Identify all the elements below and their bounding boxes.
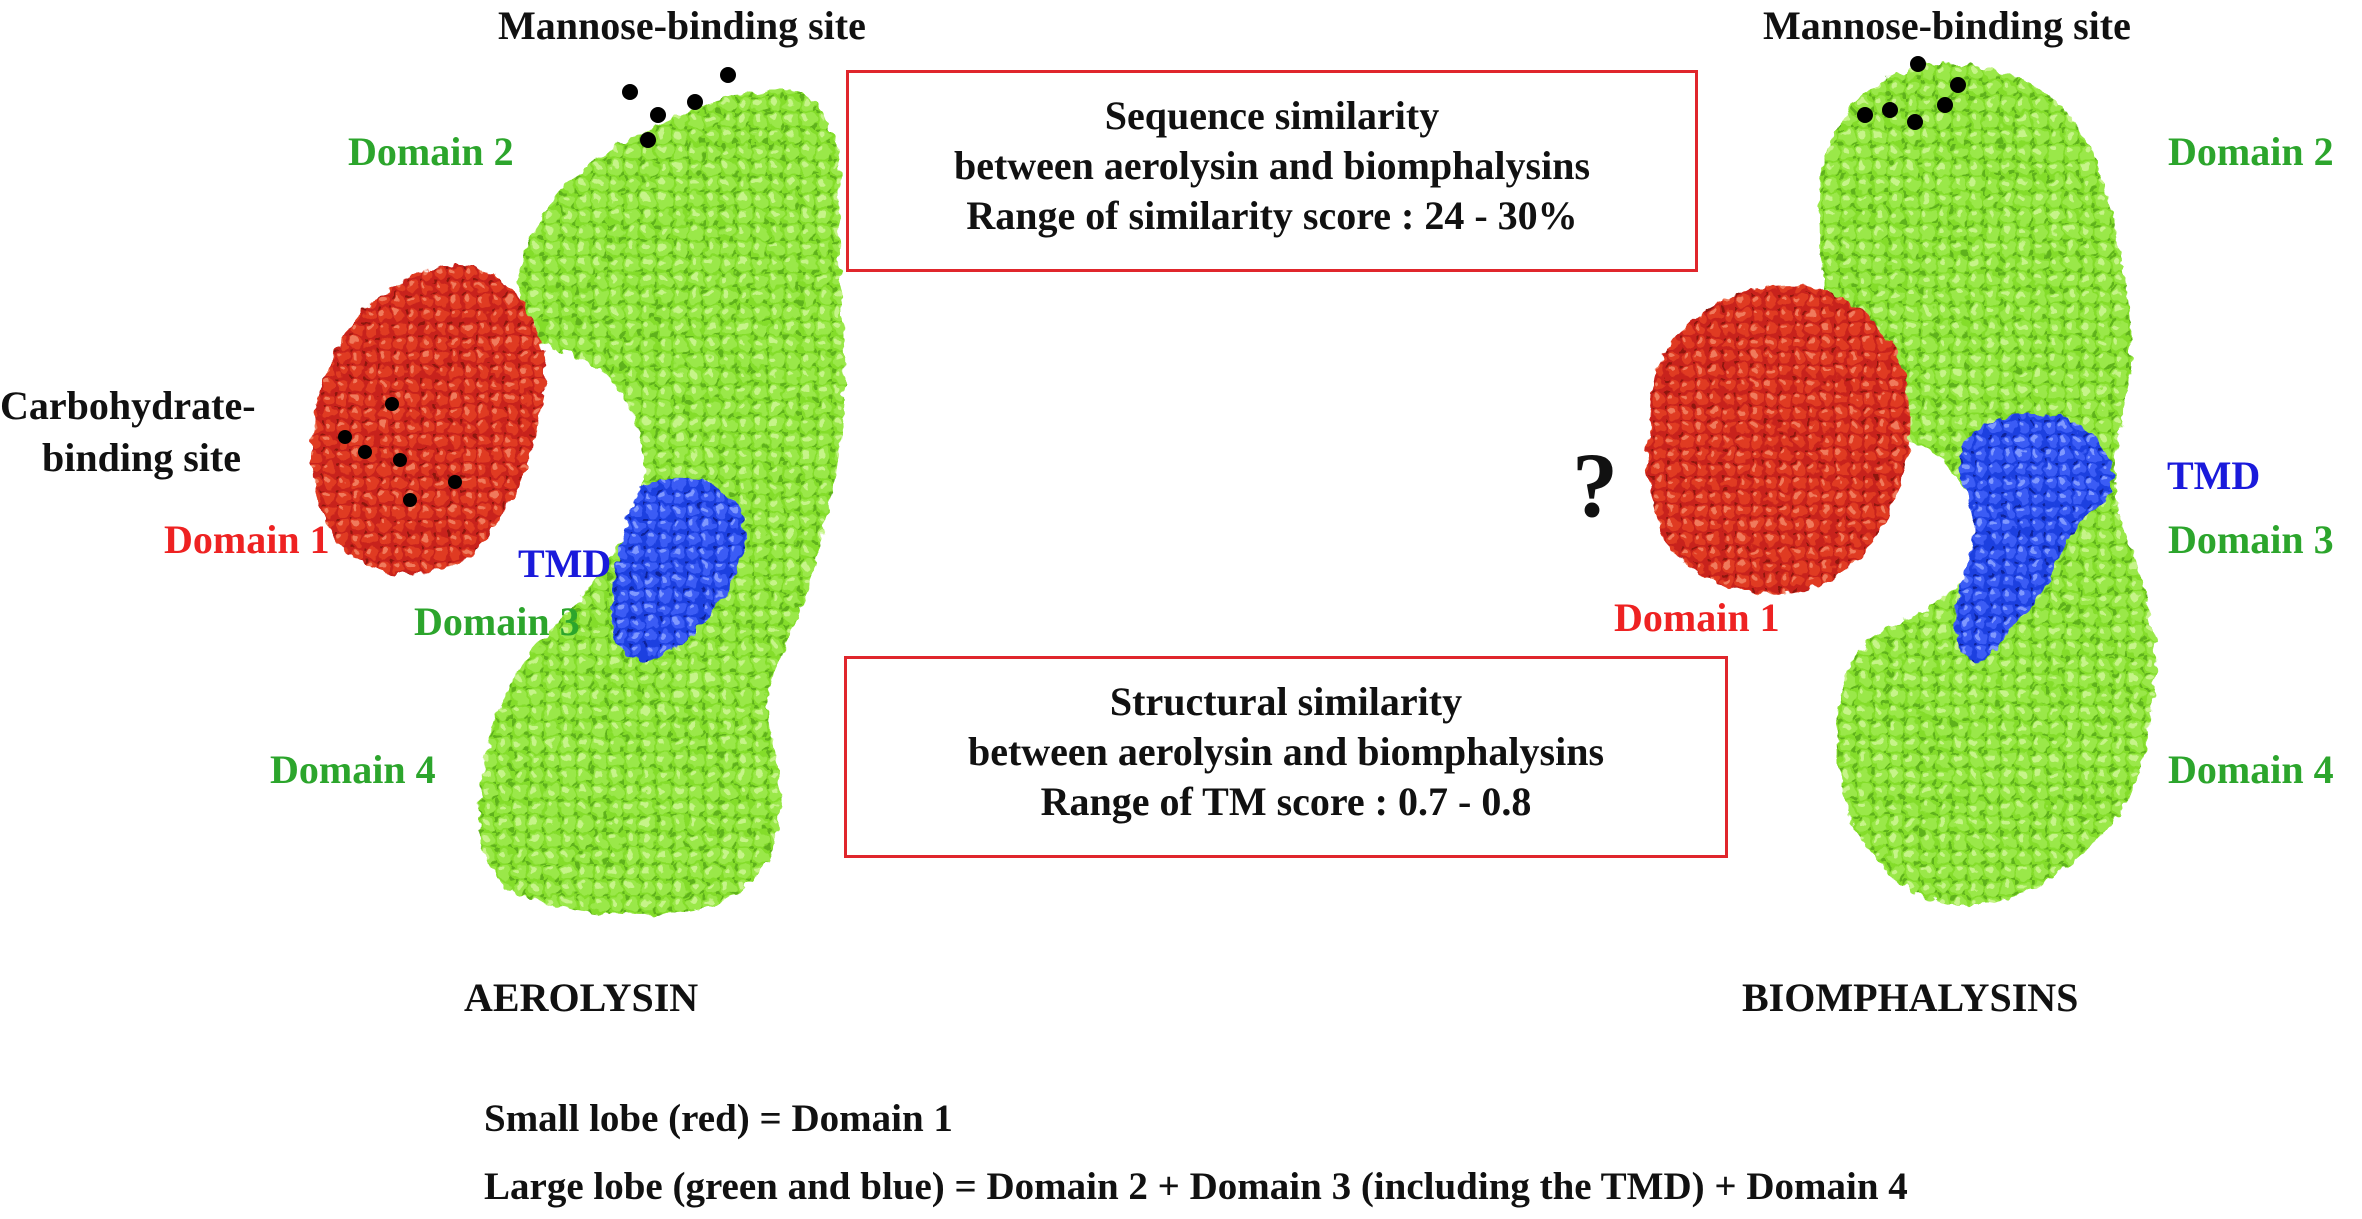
biomphalysins-domain3-label: Domain 3 bbox=[2168, 517, 2334, 562]
mannose-site-dot bbox=[720, 67, 736, 83]
biomphalysins-domain4-label: Domain 4 bbox=[2168, 747, 2334, 792]
carb-site-dot bbox=[358, 445, 372, 459]
mannose-site-dot bbox=[687, 94, 703, 110]
biomphalysins-tmd-label: TMD bbox=[2167, 453, 2261, 498]
mannose-site-dot bbox=[650, 107, 666, 123]
biomphalysins-tmd bbox=[1954, 413, 2113, 661]
biomphalysins-binding-dots bbox=[1857, 56, 1966, 130]
structural-similarity-box: Structural similarity between aerolysin … bbox=[844, 656, 1728, 858]
mannose-site-dot bbox=[1910, 56, 1926, 72]
aerolysin-domain1-label: Domain 1 bbox=[164, 517, 330, 562]
legend-small-lobe: Small lobe (red) = Domain 1 bbox=[484, 1097, 953, 1140]
carb-site-dot bbox=[403, 493, 417, 507]
structure-box-line2: between aerolysin and biomphalysins bbox=[967, 729, 1605, 774]
aerolysin-carb-label-line1: Carbohydrate- bbox=[0, 383, 256, 428]
biomphalysins-mannose-label: Mannose-binding site bbox=[1763, 3, 2131, 48]
biomphalysins-domain1-label: Domain 1 bbox=[1614, 595, 1780, 640]
mannose-site-dot bbox=[640, 132, 656, 148]
aerolysin-domain3-label: Domain 3 bbox=[414, 599, 580, 644]
sequence-box-line2: between aerolysin and biomphalysins bbox=[953, 143, 1591, 188]
mannose-site-dot bbox=[1950, 77, 1966, 93]
aerolysin-domain2-label: Domain 2 bbox=[348, 129, 514, 174]
aerolysin-mannose-label: Mannose-binding site bbox=[498, 3, 866, 48]
biomphalysins-domain1-lobe bbox=[1647, 284, 1911, 593]
mannose-site-dot bbox=[1857, 107, 1873, 123]
mannose-site-dot bbox=[1907, 114, 1923, 130]
biomphalysins-structure bbox=[1647, 64, 2156, 906]
sequence-box-line1: Sequence similarity bbox=[1104, 93, 1440, 138]
biomphalysins-domain2-label: Domain 2 bbox=[2168, 129, 2334, 174]
aerolysin-binding-dots bbox=[338, 67, 736, 507]
aerolysin-tmd bbox=[611, 478, 746, 661]
sequence-similarity-box: Sequence similarity between aerolysin an… bbox=[846, 70, 1698, 272]
sequence-box-line3: Range of similarity score : 24 - 30% bbox=[966, 193, 1578, 238]
aerolysin-name: AEROLYSIN bbox=[464, 975, 699, 1020]
carb-site-dot bbox=[448, 475, 462, 489]
unknown-mark: ? bbox=[1572, 434, 1618, 536]
carb-site-dot bbox=[385, 397, 399, 411]
biomphalysins-name: BIOMPHALYSINS bbox=[1742, 975, 2079, 1020]
structure-box-line3: Range of TM score : 0.7 - 0.8 bbox=[1040, 779, 1532, 824]
aerolysin-domain1-lobe bbox=[311, 264, 546, 575]
aerolysin-structure bbox=[311, 89, 845, 915]
mannose-site-dot bbox=[1882, 102, 1898, 118]
aerolysin-domain4-label: Domain 4 bbox=[270, 747, 436, 792]
structure-box-line1: Structural similarity bbox=[1109, 679, 1463, 724]
carb-site-dot bbox=[338, 430, 352, 444]
mannose-site-dot bbox=[622, 84, 638, 100]
carb-site-dot bbox=[393, 453, 407, 467]
aerolysin-tmd-label: TMD bbox=[518, 541, 612, 586]
legend-large-lobe: Large lobe (green and blue) = Domain 2 +… bbox=[484, 1165, 1908, 1208]
aerolysin-carb-label-line2: binding site bbox=[42, 435, 241, 480]
mannose-site-dot bbox=[1937, 97, 1953, 113]
